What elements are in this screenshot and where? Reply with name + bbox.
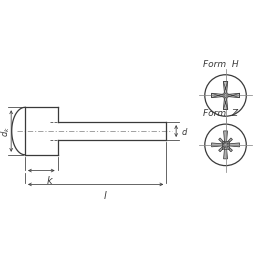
Polygon shape [219,138,224,144]
Polygon shape [219,146,224,152]
Polygon shape [227,146,232,152]
Text: $d_k$: $d_k$ [0,126,12,137]
Text: $d$: $d$ [181,126,188,137]
Polygon shape [228,143,239,147]
Polygon shape [223,82,228,93]
Text: Form  Z: Form Z [203,109,238,118]
Polygon shape [227,138,232,144]
Polygon shape [212,143,223,147]
Text: k: k [46,176,52,185]
Polygon shape [224,131,228,143]
Circle shape [224,143,227,147]
Polygon shape [228,93,239,98]
Text: $l$: $l$ [103,189,108,201]
Circle shape [224,94,227,97]
Polygon shape [212,93,223,98]
Text: Form  H: Form H [203,60,238,69]
Polygon shape [223,98,228,109]
Polygon shape [224,147,228,159]
